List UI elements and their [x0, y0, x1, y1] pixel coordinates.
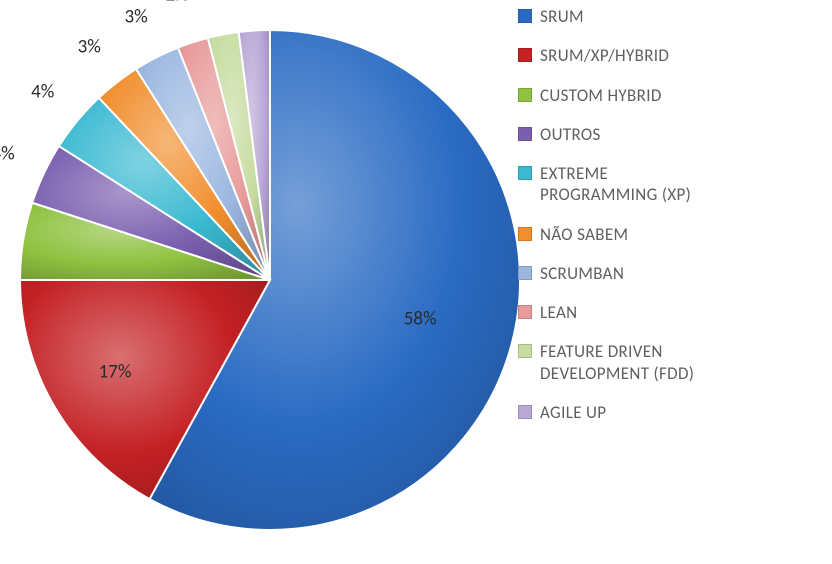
pct-label-4: 4%: [31, 80, 54, 103]
legend-item-8: FEATURE DRIVEN DEVELOPMENT (FDD): [518, 341, 818, 384]
legend-label-1: SRUM/XP/HYBRID: [540, 45, 669, 66]
legend-item-3: OUTROS: [518, 124, 818, 145]
pie-chart-container: SRUM SRUM/XP/HYBRID CUSTOM HYBRID OUTROS EXT…: [0, 0, 832, 564]
legend-swatch-5: [518, 227, 532, 241]
legend-swatch-9: [518, 405, 532, 419]
legend-label-8: FEATURE DRIVEN DEVELOPMENT (FDD): [540, 341, 694, 384]
legend-label-4: EXTREME PROGRAMMING (XP): [540, 163, 691, 206]
legend-item-2: CUSTOM HYBRID: [518, 85, 818, 106]
legend: SRUM SRUM/XP/HYBRID CUSTOM HYBRID OUTROS EXT…: [518, 6, 818, 441]
legend-item-4: EXTREME PROGRAMMING (XP): [518, 163, 818, 206]
legend-label-7: LEAN: [540, 302, 577, 323]
legend-item-6: SCRUMBAN: [518, 263, 818, 284]
legend-item-1: SRUM/XP/HYBRID: [518, 45, 818, 66]
legend-swatch-0: [518, 9, 532, 23]
legend-label-2: CUSTOM HYBRID: [540, 85, 662, 106]
legend-swatch-8: [518, 344, 532, 358]
legend-item-7: LEAN: [518, 302, 818, 323]
legend-label-3: OUTROS: [540, 124, 601, 145]
legend-label-9: AGILE UP: [540, 402, 606, 423]
pct-label-1: 17%: [99, 360, 132, 383]
legend-item-0: SRUM: [518, 6, 818, 27]
legend-swatch-3: [518, 127, 532, 141]
legend-swatch-1: [518, 48, 532, 62]
pct-label-0: 58%: [404, 307, 437, 330]
pct-label-5: 3%: [78, 35, 101, 58]
legend-swatch-2: [518, 88, 532, 102]
legend-label-6: SCRUMBAN: [540, 263, 624, 284]
legend-swatch-6: [518, 266, 532, 280]
pct-label-3: 4%: [0, 143, 15, 166]
legend-label-5: NÃO SABEM: [540, 224, 628, 245]
legend-item-5: NÃO SABEM: [518, 224, 818, 245]
legend-item-9: AGILE UP: [518, 402, 818, 423]
pct-label-6: 3%: [124, 6, 147, 29]
pct-label-7: 2%: [166, 0, 189, 6]
legend-swatch-4: [518, 166, 532, 180]
legend-label-0: SRUM: [540, 6, 584, 27]
legend-swatch-7: [518, 305, 532, 319]
